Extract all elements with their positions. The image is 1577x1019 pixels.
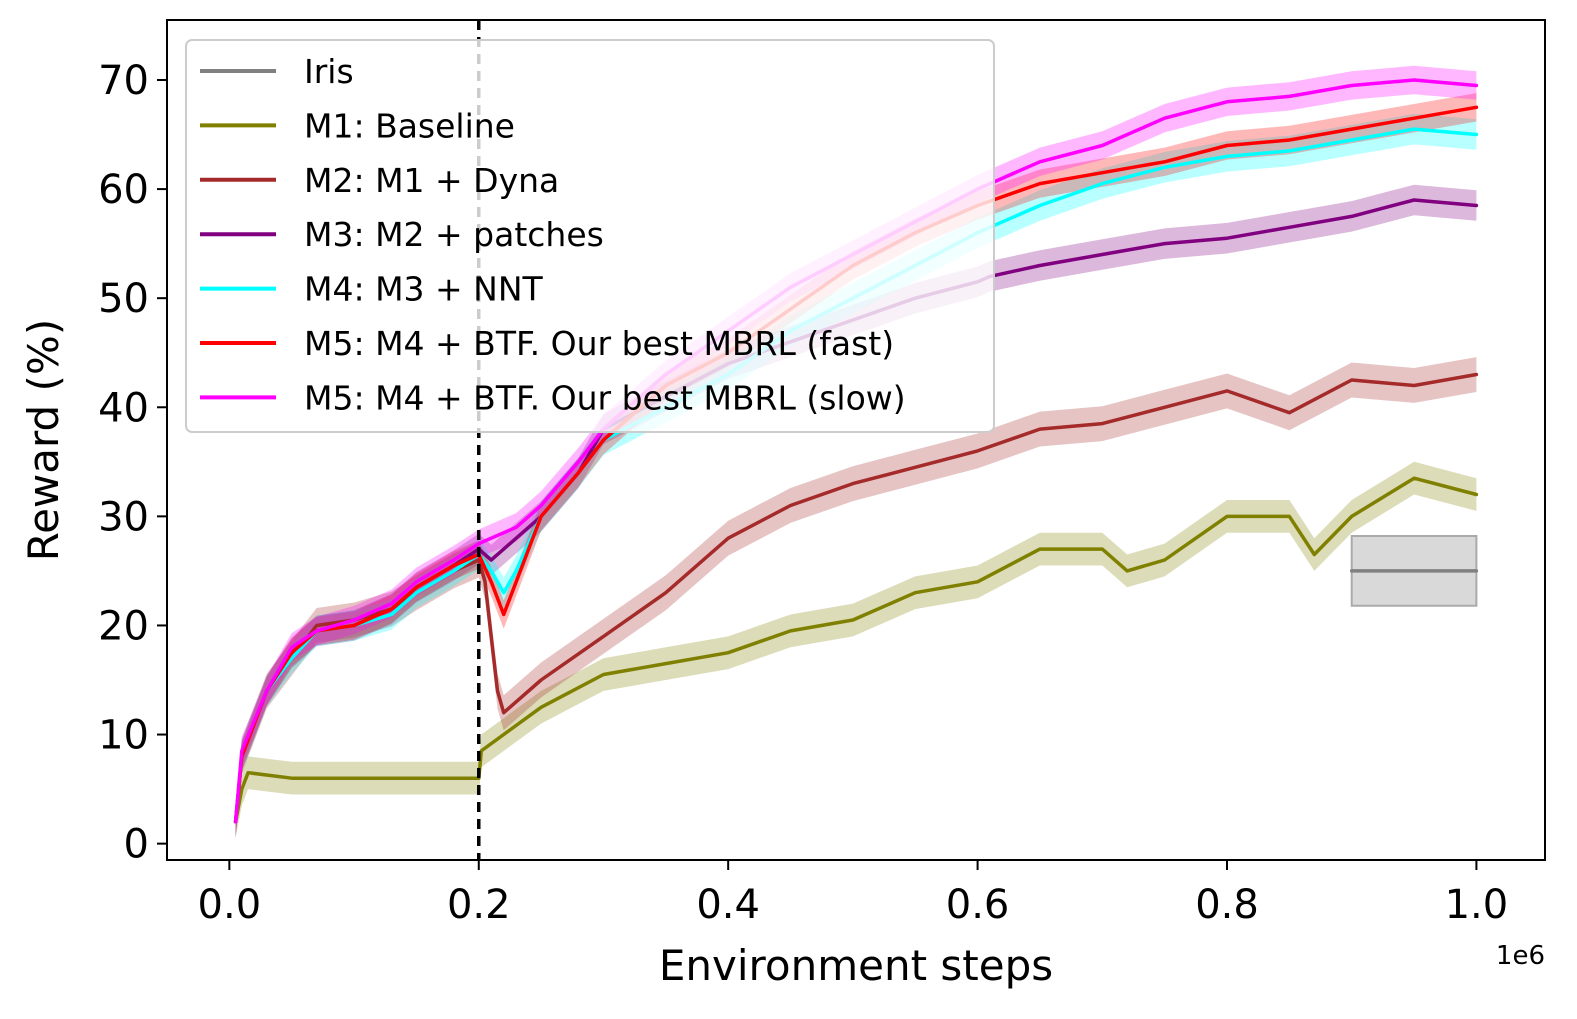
y-tick-label: 0 xyxy=(124,822,149,868)
legend-label-m3-m2-patches: M3: M2 + patches xyxy=(304,215,604,254)
x-axis-offset-label: 1e6 xyxy=(1496,941,1545,971)
m1-baseline-line xyxy=(233,476,1479,824)
m5-m4-btf-our-best-mbrl-fast-line xyxy=(233,105,1479,824)
legend-label-m5-m4-btf-our-best-mbrl-fast: M5: M4 + BTF. Our best MBRL (fast) xyxy=(304,324,894,363)
x-tick-label: 0.0 xyxy=(198,882,262,928)
x-tick-label: 0.6 xyxy=(946,882,1010,928)
x-tick-label: 1.0 xyxy=(1445,882,1509,928)
legend-label-m2-m1-dyna: M2: M1 + Dyna xyxy=(304,161,559,200)
legend-label-m1-baseline: M1: Baseline xyxy=(304,106,515,145)
y-tick-label: 70 xyxy=(98,58,149,104)
y-tick-label: 10 xyxy=(98,713,149,759)
y-axis-label: Reward (%) xyxy=(19,319,68,561)
legend-label-iris: Iris xyxy=(304,52,354,91)
legend-box xyxy=(185,39,995,433)
x-tick-label: 0.8 xyxy=(1195,882,1259,928)
y-tick-label: 50 xyxy=(98,276,149,322)
legend: Iris M1: Baseline M2: M1 + Dyna M3: M2 + pa… xyxy=(185,39,995,433)
x-axis-label: Environment steps xyxy=(659,941,1053,990)
m1-baseline-band xyxy=(235,461,1477,839)
legend-label-m5-m4-btf-our-best-mbrl-slow: M5: M4 + BTF. Our best MBRL (slow) xyxy=(304,378,906,417)
x-axis-ticks: 0.0 0.2 0.4 0.6 0.8 1.0 xyxy=(198,860,1509,928)
x-tick-label: 0.4 xyxy=(696,882,760,928)
x-tick-label: 0.2 xyxy=(447,882,511,928)
y-tick-label: 30 xyxy=(98,494,149,540)
y-tick-label: 40 xyxy=(98,385,149,431)
y-tick-label: 20 xyxy=(98,603,149,649)
y-tick-label: 60 xyxy=(98,167,149,213)
plot-frame xyxy=(166,19,1546,861)
y-axis-ticks: 0 10 20 30 40 50 60 70 xyxy=(98,58,167,868)
legend-label-m4-m3-nnt: M4: M3 + NNT xyxy=(304,270,544,309)
